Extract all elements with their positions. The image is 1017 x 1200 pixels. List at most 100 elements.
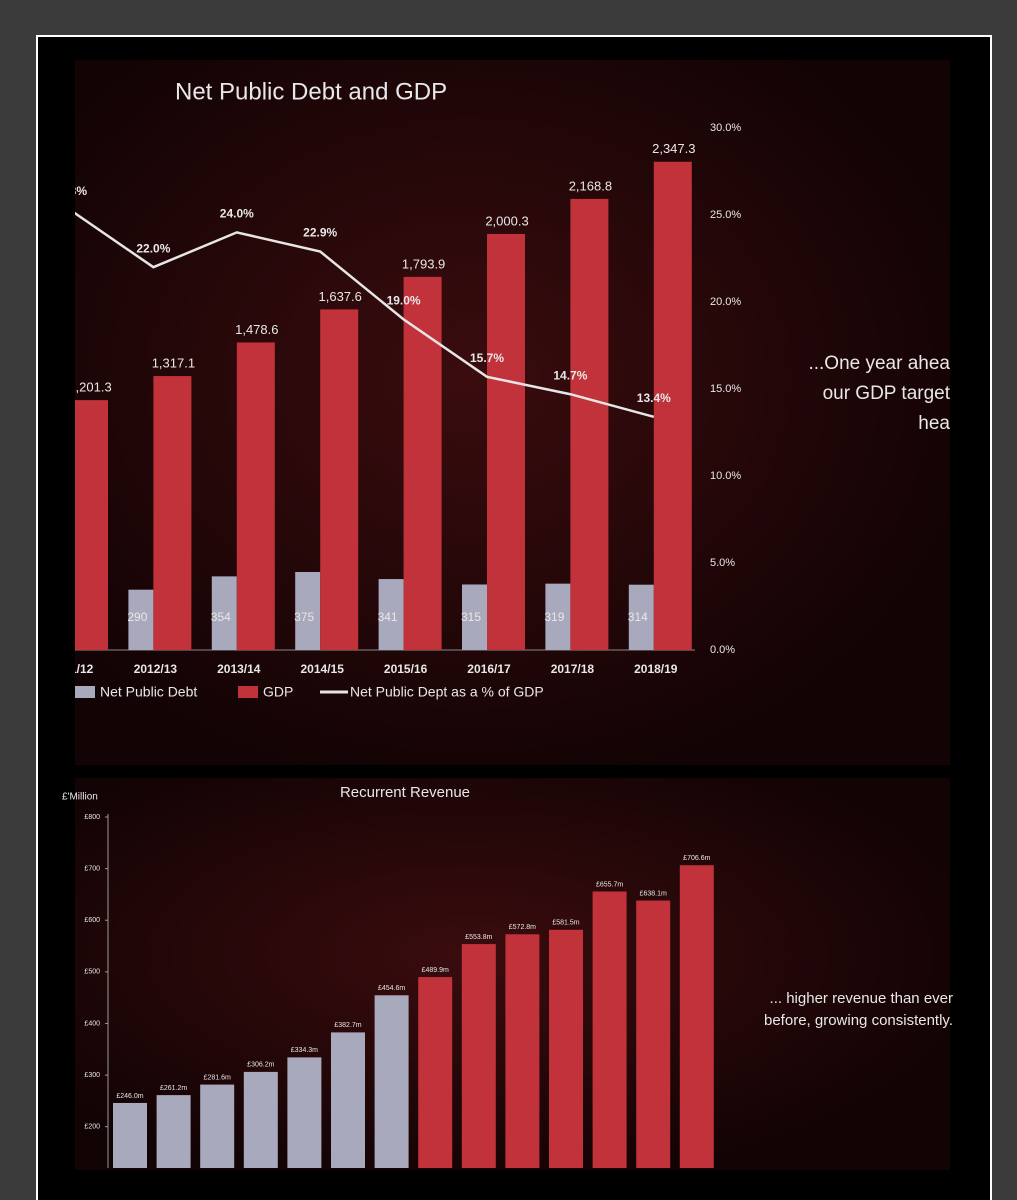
data-label: 1,317.1: [152, 355, 195, 370]
bar: [403, 276, 442, 650]
bar: [211, 576, 237, 650]
data-label: 341: [378, 610, 398, 624]
data-label: £261.2m: [160, 1085, 187, 1092]
data-label: £572.8m: [509, 924, 536, 931]
legend-label: GDP: [263, 684, 293, 700]
data-label: 290: [127, 610, 147, 624]
x-tick-label: 2011/12: [51, 662, 94, 676]
data-label: 1,201.3: [68, 380, 111, 395]
y2-tick-label: 20.0%: [710, 296, 741, 308]
data-label: £454.6m: [378, 985, 405, 992]
y-tick-label: £200: [84, 1124, 100, 1131]
x-tick-label: 2013/14: [217, 662, 261, 676]
x-tick-label: 2015/16: [384, 662, 428, 676]
legend-label: Net Public Debt: [100, 684, 197, 700]
data-label: 24.0%: [220, 207, 254, 221]
y-tick-label: £400: [84, 1020, 100, 1027]
x-tick-label: 2018/19: [634, 662, 678, 676]
data-label: 19.0%: [387, 294, 421, 308]
data-label: 375: [294, 610, 314, 624]
data-label: £246.0m: [116, 1093, 143, 1100]
data-label: £306.2m: [247, 1062, 274, 1069]
bar: [295, 572, 321, 650]
chart-1: 2011/12 2012/13 2013/14 2014/15 2015/16 2016/…: [51, 141, 695, 676]
legend-swatch: [238, 686, 258, 698]
data-label: 2,168.8: [569, 178, 612, 193]
data-label: £706.6m: [683, 855, 710, 862]
bar: [462, 584, 487, 650]
data-label: 2,347.3: [652, 141, 695, 156]
data-label: 22.9%: [303, 226, 337, 240]
y2-tick-label: 25.0%: [710, 209, 741, 221]
data-label: 1,637.6: [319, 289, 362, 304]
data-label: £553.8m: [465, 934, 492, 941]
bar: [570, 198, 609, 651]
legend-swatch: [75, 686, 95, 698]
data-label: £334.3m: [291, 1047, 318, 1054]
x-tick-label: 2016/17: [467, 662, 511, 676]
bar: [287, 1057, 322, 1168]
bar: [592, 891, 627, 1168]
data-label: 319: [544, 610, 564, 624]
y2-tick-label: 10.0%: [710, 470, 741, 482]
legend-label: Net Public Dept as a % of GDP: [350, 684, 544, 700]
data-label: 1,478.6: [235, 322, 278, 337]
annotation: ... higher revenue than ever: [770, 990, 953, 1007]
data-label: 314: [628, 610, 648, 624]
data-label: £489.9m: [422, 967, 449, 974]
bar: [628, 584, 654, 650]
data-label: 315: [461, 610, 481, 624]
chart-title: Net Public Debt and GDP: [175, 78, 447, 105]
y-tick-label: £700: [84, 865, 100, 872]
bar: [113, 1102, 147, 1168]
bar: [156, 1095, 191, 1168]
bar: [636, 900, 671, 1168]
bar: [374, 995, 409, 1168]
data-label: 22.0%: [136, 241, 170, 255]
y-tick-label: £300: [84, 1072, 100, 1079]
data-label: 1,793.9: [402, 256, 445, 271]
bar: [545, 583, 571, 650]
bar: [418, 977, 453, 1168]
data-label: 15.7%: [470, 351, 504, 365]
data-label: £281.6m: [204, 1074, 231, 1081]
y-tick-label: £600: [84, 917, 100, 924]
bar: [679, 865, 714, 1168]
bar: [75, 400, 108, 650]
x-tick-label: 2017/18: [551, 662, 595, 676]
data-label: £655.7m: [596, 881, 623, 888]
data-label: 25.3%: [53, 184, 87, 198]
bar: [549, 929, 583, 1168]
data-label: £382.7m: [334, 1022, 361, 1029]
y2-tick-label: 5.0%: [710, 557, 735, 569]
bar: [153, 376, 192, 650]
y-axis-label: £'Million: [62, 792, 98, 803]
chart-2: Recurrent Revenue £'Million £200 £300 £400 £5…: [62, 784, 953, 1168]
chart-title: Recurrent Revenue: [340, 784, 470, 801]
y2-tick-label: 0.0%: [710, 644, 735, 656]
bar: [128, 589, 154, 650]
y-tick-label: £800: [84, 814, 100, 821]
bar: [461, 944, 496, 1168]
y2-tick-label: 15.0%: [710, 383, 741, 395]
x-tick-label: 2012/13: [134, 662, 178, 676]
annotation: our GDP target: [823, 383, 951, 404]
annotation: before, growing consistently.: [764, 1012, 953, 1029]
data-label: £638.1m: [640, 890, 667, 897]
bar: [243, 1071, 278, 1168]
bar: [653, 161, 692, 650]
y-tick-label: £500: [84, 969, 100, 976]
bar: [378, 579, 404, 650]
data-label: 14.7%: [553, 368, 587, 382]
data-label: 13.4%: [637, 391, 671, 405]
annotation: hea: [918, 413, 950, 434]
bar: [200, 1084, 235, 1168]
y2-tick-label: 30.0%: [710, 122, 741, 134]
data-label: 354: [211, 610, 231, 624]
x-tick-label: 2014/15: [301, 662, 345, 676]
bar: [320, 309, 359, 650]
line: [75, 211, 655, 419]
annotation: ...One year ahea: [808, 353, 950, 374]
data-label: £581.5m: [552, 920, 579, 927]
